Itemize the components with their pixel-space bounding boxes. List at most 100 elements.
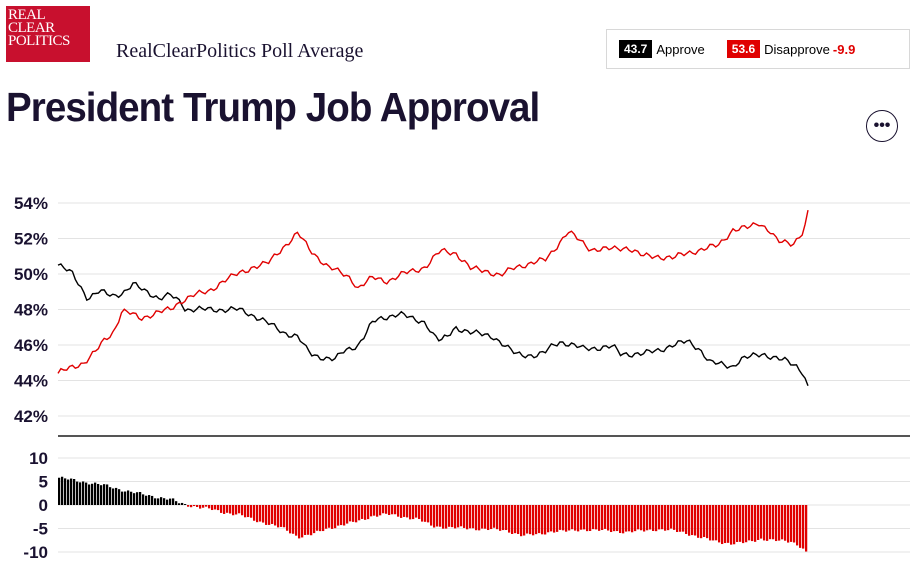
spread-bar <box>112 488 115 505</box>
spread-bar <box>238 505 241 514</box>
spread-bar <box>499 505 502 531</box>
spread-bar <box>88 484 91 505</box>
rcp-logo[interactable]: REAL CLEAR POLITICS <box>6 6 90 62</box>
spread-bar <box>553 505 556 533</box>
spread-bar <box>718 505 721 543</box>
spread-bar <box>595 505 598 530</box>
spread-bar <box>742 505 745 544</box>
spread-bar <box>199 505 202 509</box>
spread-bar <box>286 505 289 531</box>
spread-bar <box>259 505 262 522</box>
spread-bar <box>121 491 124 505</box>
spread-bar <box>172 498 175 505</box>
spread-bar <box>535 505 538 535</box>
spread-bar <box>133 493 136 505</box>
spread-bar <box>193 505 196 507</box>
spread-bar <box>517 505 520 534</box>
spread-bar <box>688 505 691 536</box>
spread-bar <box>220 505 223 513</box>
spread-bar <box>139 491 142 505</box>
spread-bar <box>574 505 577 531</box>
spread-bar <box>715 505 718 541</box>
spread-bar <box>253 505 256 521</box>
spread-bar <box>520 505 523 537</box>
spread-bar <box>751 505 754 542</box>
spread-bar <box>157 498 160 505</box>
spread-bar <box>757 505 760 540</box>
spread-bar <box>775 505 778 542</box>
spread-bar <box>145 495 148 505</box>
spread-bar <box>643 505 646 532</box>
spread-bar <box>130 491 133 505</box>
spread-bar <box>730 505 733 545</box>
spread-bar <box>208 505 211 509</box>
spread-bar <box>97 483 100 505</box>
spread-bar <box>622 505 625 534</box>
ellipsis-icon: ••• <box>873 117 891 134</box>
spread-bar <box>229 505 232 514</box>
spread-bar <box>76 481 79 505</box>
spread-bar <box>538 505 541 534</box>
spread-bar <box>544 505 547 535</box>
spread-bar <box>325 505 328 529</box>
spread-bar <box>451 505 454 528</box>
spread-bar <box>634 505 637 532</box>
spread-bar <box>67 479 70 505</box>
spread-bar <box>565 505 568 532</box>
spread-bar <box>109 487 112 505</box>
spread-bar <box>460 505 463 527</box>
approve-line <box>57 263 809 387</box>
spread-bar <box>358 505 361 521</box>
spread-bar <box>127 490 130 505</box>
spread-tick-label: 5 <box>39 473 48 492</box>
spread-bar <box>616 505 619 532</box>
spread-bar <box>250 505 253 518</box>
spread-bar <box>508 505 511 533</box>
spread-bar <box>235 505 238 515</box>
spread-bar <box>784 505 787 541</box>
spread-bar <box>793 505 796 543</box>
spread-tick-label: -10 <box>23 543 48 562</box>
spread-bar <box>265 505 268 525</box>
spread-bar <box>706 505 709 539</box>
spread-bar <box>241 505 244 516</box>
spread-bar <box>178 503 181 505</box>
spread-bar <box>364 505 367 520</box>
spread-bar <box>754 505 757 542</box>
spread-bar <box>580 505 583 530</box>
spread-bar <box>70 478 73 505</box>
spread-bar <box>397 505 400 517</box>
spread-bar <box>592 505 595 530</box>
spread-bar <box>205 505 208 507</box>
spread-bar <box>421 505 424 522</box>
disapprove-line <box>57 209 809 374</box>
spread-bar <box>685 505 688 534</box>
spread-bar <box>283 505 286 528</box>
logo-line-3: POLITICS <box>8 33 70 49</box>
more-options-button[interactable]: ••• <box>866 110 898 142</box>
spread-bar <box>289 505 292 534</box>
spread-bar <box>271 505 274 524</box>
spread-tick-label: 0 <box>39 496 48 515</box>
spread-bar <box>190 505 193 508</box>
spread-bar <box>142 494 145 505</box>
spread-bar <box>64 478 67 505</box>
spread-bar <box>721 505 724 545</box>
spread-bar <box>787 505 790 543</box>
spread-bar <box>244 505 247 518</box>
spread-bar <box>319 505 322 532</box>
spread-bar <box>211 505 214 511</box>
spread-bar <box>601 505 604 530</box>
spread-bar <box>349 505 352 522</box>
spread-bar <box>373 505 376 516</box>
approve-value-badge: 43.7 <box>619 40 653 58</box>
spread-bar <box>427 505 430 523</box>
spread-bar <box>778 505 781 541</box>
spread-bar <box>610 505 613 533</box>
spread-bar <box>118 489 121 505</box>
spread-bar <box>100 485 103 505</box>
spread-bar <box>676 505 679 533</box>
spread-bar <box>562 505 565 531</box>
spread-bar <box>313 505 316 534</box>
